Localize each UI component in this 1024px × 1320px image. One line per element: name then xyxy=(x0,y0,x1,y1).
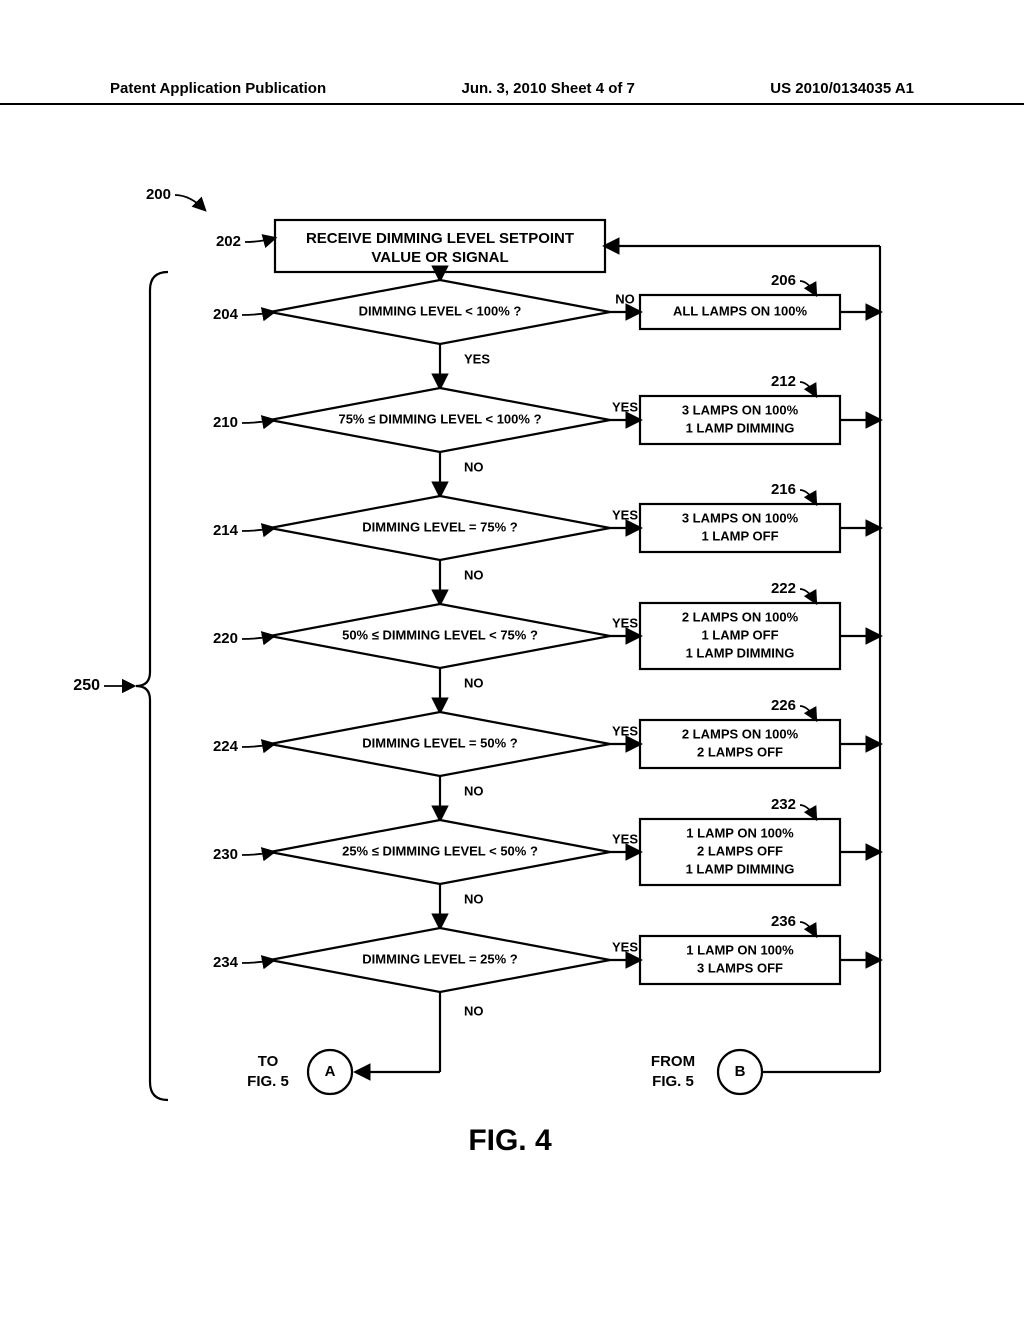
svg-text:2 LAMPS OFF: 2 LAMPS OFF xyxy=(697,744,783,759)
svg-text:1 LAMP DIMMING: 1 LAMP DIMMING xyxy=(686,420,795,435)
svg-text:NO: NO xyxy=(464,783,484,798)
svg-text:RECEIVE DIMMING LEVEL SETPOINT: RECEIVE DIMMING LEVEL SETPOINT xyxy=(306,230,574,247)
svg-text:216: 216 xyxy=(771,481,796,498)
svg-text:YES: YES xyxy=(612,831,638,846)
svg-text:250: 250 xyxy=(73,677,100,694)
svg-text:206: 206 xyxy=(771,272,796,289)
svg-text:25% ≤ DIMMING LEVEL < 50% ?: 25% ≤ DIMMING LEVEL < 50% ? xyxy=(342,843,538,858)
svg-text:75% ≤ DIMMING LEVEL < 100% ?: 75% ≤ DIMMING LEVEL < 100% ? xyxy=(338,411,541,426)
svg-text:210: 210 xyxy=(213,414,238,431)
svg-text:2 LAMPS ON 100%: 2 LAMPS ON 100% xyxy=(682,726,799,741)
svg-text:226: 226 xyxy=(771,697,796,714)
svg-text:YES: YES xyxy=(612,939,638,954)
svg-text:3 LAMPS ON 100%: 3 LAMPS ON 100% xyxy=(682,402,799,417)
svg-text:DIMMING LEVEL = 50% ?: DIMMING LEVEL = 50% ? xyxy=(362,735,517,750)
svg-text:224: 224 xyxy=(213,738,239,755)
svg-text:2 LAMPS ON 100%: 2 LAMPS ON 100% xyxy=(682,609,799,624)
svg-text:1 LAMP OFF: 1 LAMP OFF xyxy=(701,627,778,642)
header-right: US 2010/0134035 A1 xyxy=(770,80,914,97)
flowchart: 200 RECEIVE DIMMING LEVEL SETPOINT VALUE O… xyxy=(0,110,1024,1310)
svg-text:202: 202 xyxy=(216,233,241,250)
svg-text:1 LAMP ON 100%: 1 LAMP ON 100% xyxy=(686,825,794,840)
page: Patent Application Publication Jun. 3, 2… xyxy=(0,0,1024,1320)
svg-text:236: 236 xyxy=(771,913,796,930)
svg-text:YES: YES xyxy=(612,399,638,414)
svg-text:YES: YES xyxy=(464,351,490,366)
svg-text:YES: YES xyxy=(612,507,638,522)
svg-text:NO: NO xyxy=(464,567,484,582)
svg-text:1 LAMP ON 100%: 1 LAMP ON 100% xyxy=(686,942,794,957)
svg-text:1 LAMP DIMMING: 1 LAMP DIMMING xyxy=(686,645,795,660)
svg-text:FROM: FROM xyxy=(651,1053,695,1070)
svg-text:230: 230 xyxy=(213,846,238,863)
svg-text:1 LAMP DIMMING: 1 LAMP DIMMING xyxy=(686,861,795,876)
svg-text:DIMMING LEVEL = 75% ?: DIMMING LEVEL = 75% ? xyxy=(362,519,517,534)
svg-text:234: 234 xyxy=(213,954,239,971)
svg-text:2 LAMPS OFF: 2 LAMPS OFF xyxy=(697,843,783,858)
svg-text:200: 200 xyxy=(146,186,171,203)
svg-text:NO: NO xyxy=(464,1003,484,1018)
svg-text:YES: YES xyxy=(612,615,638,630)
svg-text:1 LAMP OFF: 1 LAMP OFF xyxy=(701,528,778,543)
svg-text:NO: NO xyxy=(464,459,484,474)
svg-text:222: 222 xyxy=(771,580,796,597)
svg-text:50% ≤ DIMMING LEVEL < 75% ?: 50% ≤ DIMMING LEVEL < 75% ? xyxy=(342,627,538,642)
svg-text:A: A xyxy=(325,1063,336,1080)
svg-text:ALL LAMPS ON 100%: ALL LAMPS ON 100% xyxy=(673,303,808,318)
svg-text:232: 232 xyxy=(771,796,796,813)
svg-text:NO: NO xyxy=(615,291,635,306)
svg-text:VALUE OR SIGNAL: VALUE OR SIGNAL xyxy=(371,249,508,266)
svg-text:DIMMING LEVEL < 100% ?: DIMMING LEVEL < 100% ? xyxy=(359,303,522,318)
header-left: Patent Application Publication xyxy=(110,80,326,97)
svg-text:NO: NO xyxy=(464,675,484,690)
svg-text:B: B xyxy=(735,1063,746,1080)
svg-text:212: 212 xyxy=(771,373,796,390)
svg-text:FIG. 5: FIG. 5 xyxy=(652,1073,694,1090)
svg-text:3 LAMPS ON 100%: 3 LAMPS ON 100% xyxy=(682,510,799,525)
svg-text:YES: YES xyxy=(612,723,638,738)
svg-text:TO: TO xyxy=(258,1053,279,1070)
patent-header: Patent Application Publication Jun. 3, 2… xyxy=(0,80,1024,105)
svg-text:3 LAMPS OFF: 3 LAMPS OFF xyxy=(697,960,783,975)
svg-text:214: 214 xyxy=(213,522,239,539)
svg-text:204: 204 xyxy=(213,306,239,323)
svg-text:NO: NO xyxy=(464,891,484,906)
svg-text:FIG. 4: FIG. 4 xyxy=(468,1124,552,1157)
header-center: Jun. 3, 2010 Sheet 4 of 7 xyxy=(461,80,634,97)
svg-text:FIG. 5: FIG. 5 xyxy=(247,1073,289,1090)
svg-text:220: 220 xyxy=(213,630,238,647)
svg-text:DIMMING LEVEL = 25% ?: DIMMING LEVEL = 25% ? xyxy=(362,951,517,966)
